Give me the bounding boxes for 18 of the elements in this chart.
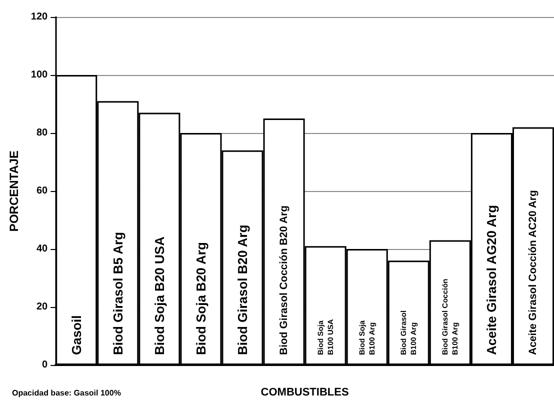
y-axis-title: PORCENTAJE [7, 150, 21, 232]
y-tick-label: 80 [36, 128, 48, 138]
x-tick-label: Biod Soja B20 Arg [193, 242, 208, 355]
x-axis-title: COMBUSTIBLES [260, 386, 349, 398]
y-tick-label: 40 [36, 244, 48, 254]
y-tick-label: 120 [30, 12, 48, 22]
x-tick-label: Biod Girasol B5 Arg [110, 232, 126, 355]
x-tick-label: Aceite Girasol AG20 Arg [484, 204, 500, 355]
y-tick-label: 0 [42, 360, 48, 370]
y-tick-label: 20 [36, 302, 48, 312]
x-tick-label: Aceite Girasol Cocción AC20 Arg [527, 190, 540, 355]
text: Opacidad base: Gasoil 100% [12, 388, 121, 398]
x-tick-label: Gasoil [68, 315, 84, 355]
x-tick-label: Biod Girasol B20 Arg [234, 224, 250, 355]
y-tick-label: 60 [36, 186, 48, 196]
y-tick-label: 100 [30, 70, 48, 80]
x-tick-label: Biod Girasol Cocción B20 Arg [278, 205, 290, 355]
x-tick-label: Biod Soja B20 USA [152, 236, 167, 355]
